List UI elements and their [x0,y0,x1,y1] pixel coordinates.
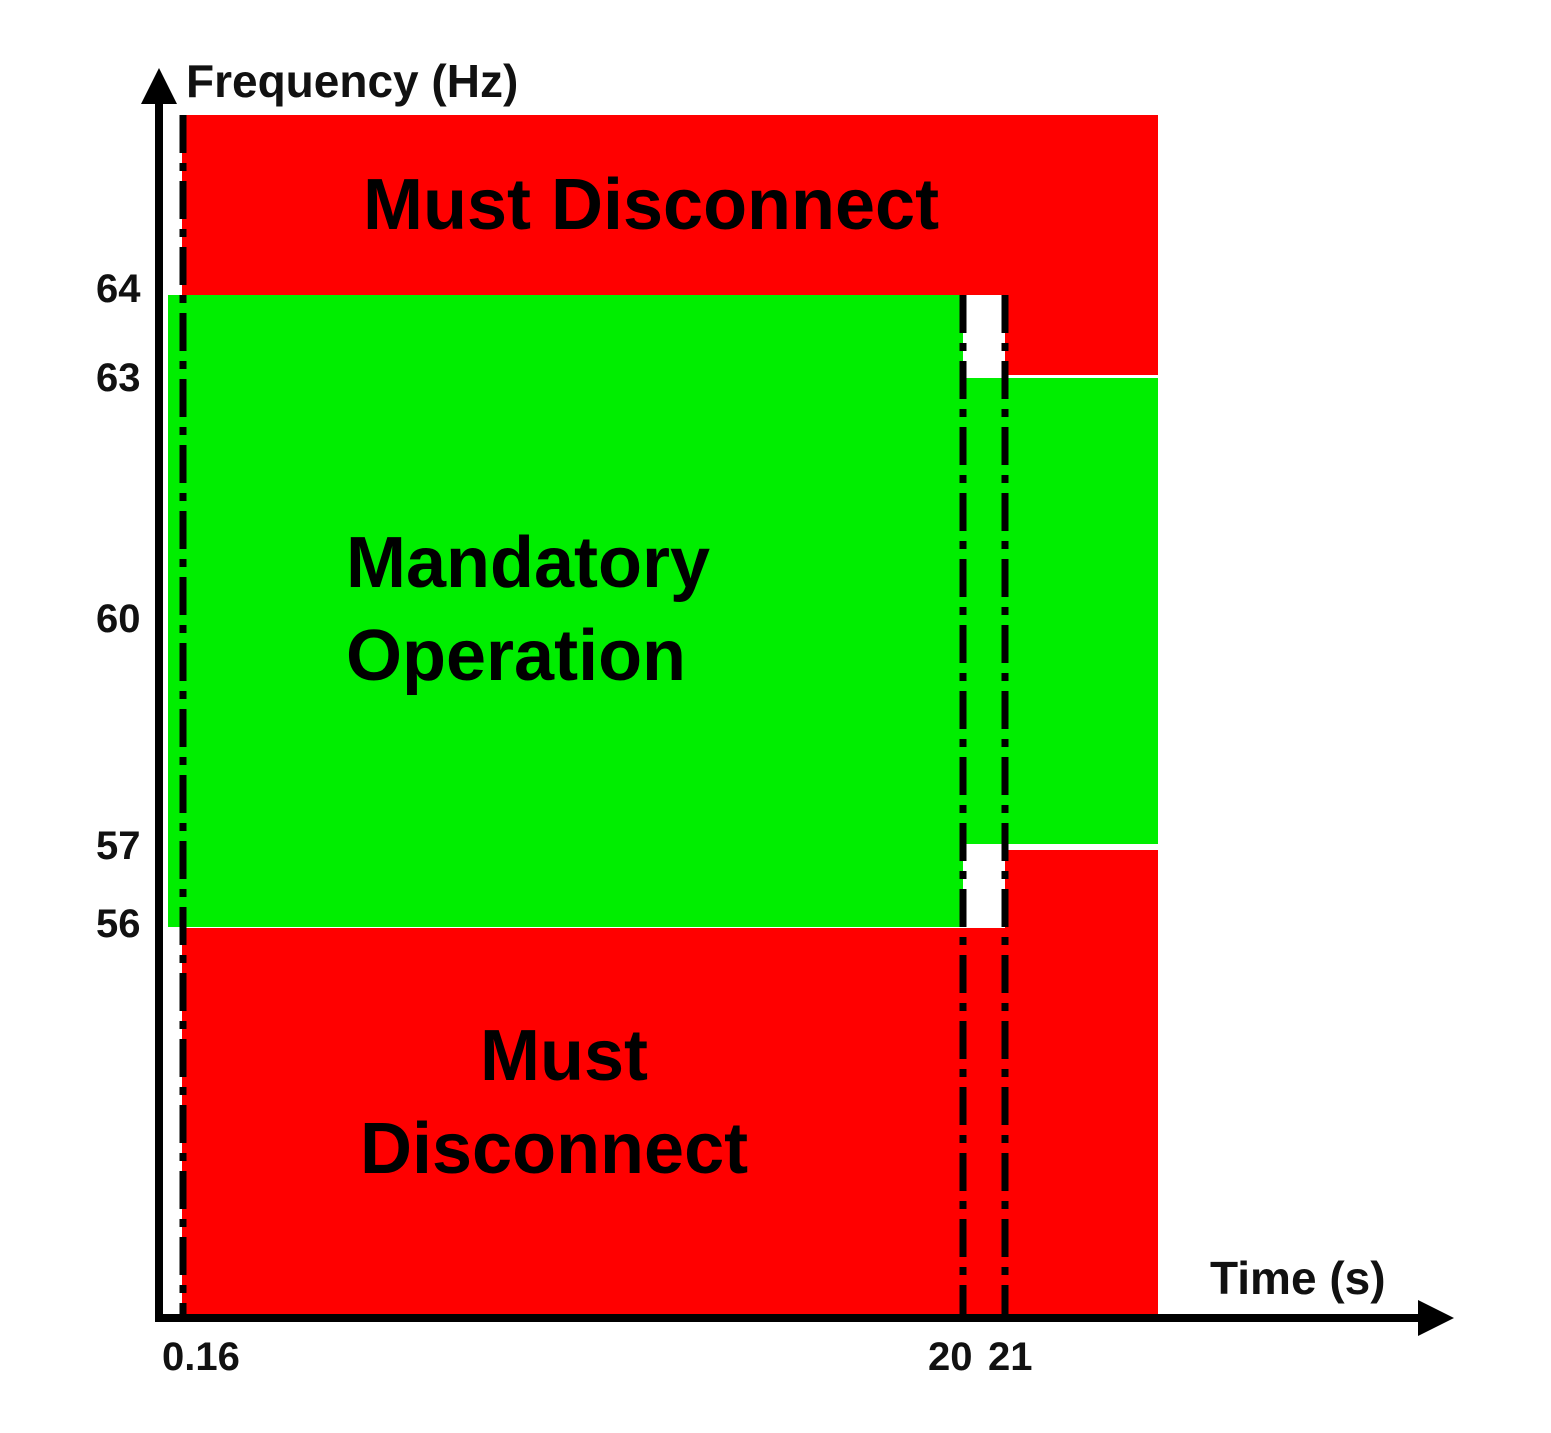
x-tick-20: 20 [928,1335,973,1379]
y-axis-arrowhead [141,68,177,104]
start-gap-strip-lower [168,928,182,1315]
mandatory-operation-region [168,295,963,927]
x-tick-0.16: 0.16 [162,1335,240,1379]
lower-disconnect-label-line2: Disconnect [360,1109,748,1189]
y-tick-64: 64 [96,267,141,311]
mandatory-operation-extension [963,378,1158,844]
start-gap-strip [168,115,182,295]
x-tick-21: 21 [988,1335,1033,1379]
lower-transition-gap [963,844,1005,928]
lower-must-disconnect-extension [1005,850,1158,928]
lower-disconnect-label-line1: Must [480,1016,648,1096]
y-tick-56: 56 [96,902,141,946]
y-tick-57: 57 [96,824,141,868]
mandatory-label-line2: Operation [346,616,686,696]
y-tick-63: 63 [96,356,141,400]
upper-disconnect-label: Must Disconnect [363,165,939,245]
upper-transition-gap [963,295,1005,378]
mandatory-label-line1: Mandatory [346,523,710,603]
y-axis-title: Frequency (Hz) [186,55,518,107]
x-axis-arrowhead [1418,1300,1454,1336]
lower-must-disconnect-region [168,928,1158,1315]
x-axis-title: Time (s) [1210,1252,1386,1304]
upper-must-disconnect-extension [1005,295,1158,375]
y-tick-60: 60 [96,597,141,641]
upper-must-disconnect-region [168,115,1158,295]
